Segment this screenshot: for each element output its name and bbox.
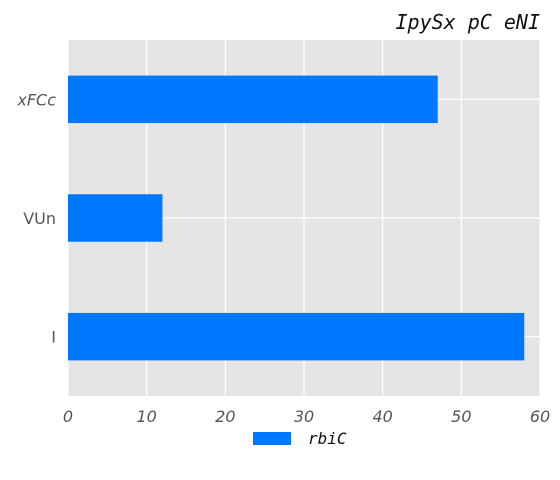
legend-swatch <box>253 432 291 445</box>
x-tick-label: 20 <box>215 407 235 426</box>
chart-title: IpySx pC eNI <box>396 10 541 34</box>
y-axis-tick-labels: I VUn xFCc <box>16 90 56 346</box>
y-tick-label: I <box>51 328 56 347</box>
x-tick-label: 60 <box>530 407 550 426</box>
y-tick-label: VUn <box>23 209 56 228</box>
x-tick-label: 10 <box>136 407 156 426</box>
x-tick-label: 40 <box>372 407 392 426</box>
bars <box>68 75 525 361</box>
bar-I <box>68 312 525 361</box>
x-tick-label: 30 <box>294 407 314 426</box>
bar-VUn <box>68 194 163 242</box>
legend-label: rbiC <box>308 429 347 448</box>
legend: rbiC <box>253 429 347 448</box>
bar-xFCc <box>68 75 438 124</box>
x-axis-tick-labels: 0 10 20 30 40 50 60 <box>63 407 550 426</box>
x-tick-label: 50 <box>451 407 471 426</box>
y-tick-label: xFCc <box>16 90 56 109</box>
x-tick-label: 0 <box>63 407 73 426</box>
